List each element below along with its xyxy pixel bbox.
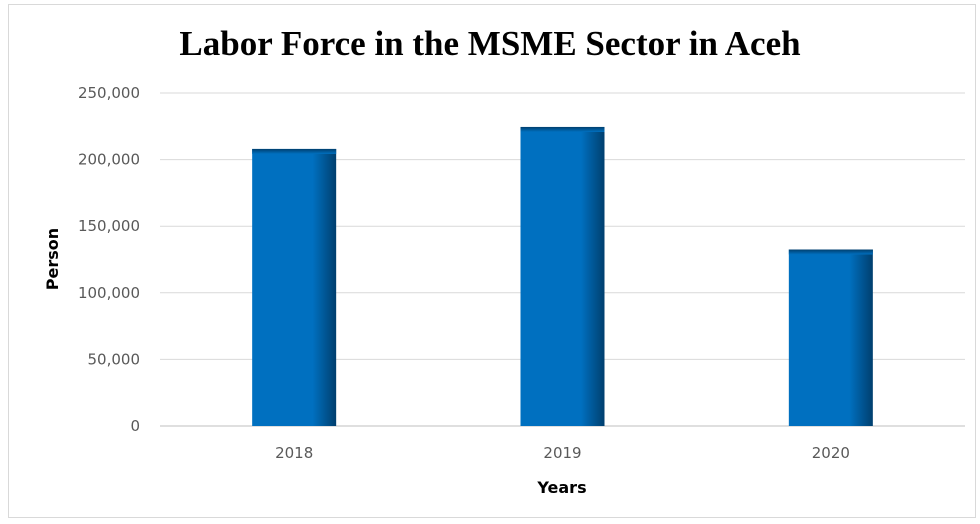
y-tick-label: 150,000	[78, 217, 140, 235]
bar-2019	[520, 126, 605, 426]
y-tick-labels: 0 50,000 100,000 150,000 200,000 250,000	[78, 84, 140, 435]
y-tick-label: 0	[130, 417, 140, 435]
bar-top-edge	[788, 249, 873, 255]
y-tick-label: 250,000	[78, 84, 140, 102]
y-axis-title: Person	[43, 228, 62, 290]
bar-2018	[252, 148, 337, 426]
bars	[252, 126, 873, 426]
y-tick-label: 200,000	[78, 151, 140, 169]
x-tick-label: 2019	[543, 444, 581, 462]
bar-top-edge	[520, 126, 605, 132]
y-tick-label: 50,000	[88, 350, 141, 368]
x-axis-title: Years	[536, 478, 586, 497]
chart-title: Labor Force in the MSME Sector in Aceh	[179, 24, 801, 63]
x-tick-label: 2018	[275, 444, 313, 462]
x-tick-labels: 2018 2019 2020	[275, 444, 850, 462]
bar-2020	[788, 249, 873, 426]
x-tick-label: 2020	[812, 444, 850, 462]
y-tick-label: 100,000	[78, 284, 140, 302]
bar-top-edge	[252, 148, 337, 154]
